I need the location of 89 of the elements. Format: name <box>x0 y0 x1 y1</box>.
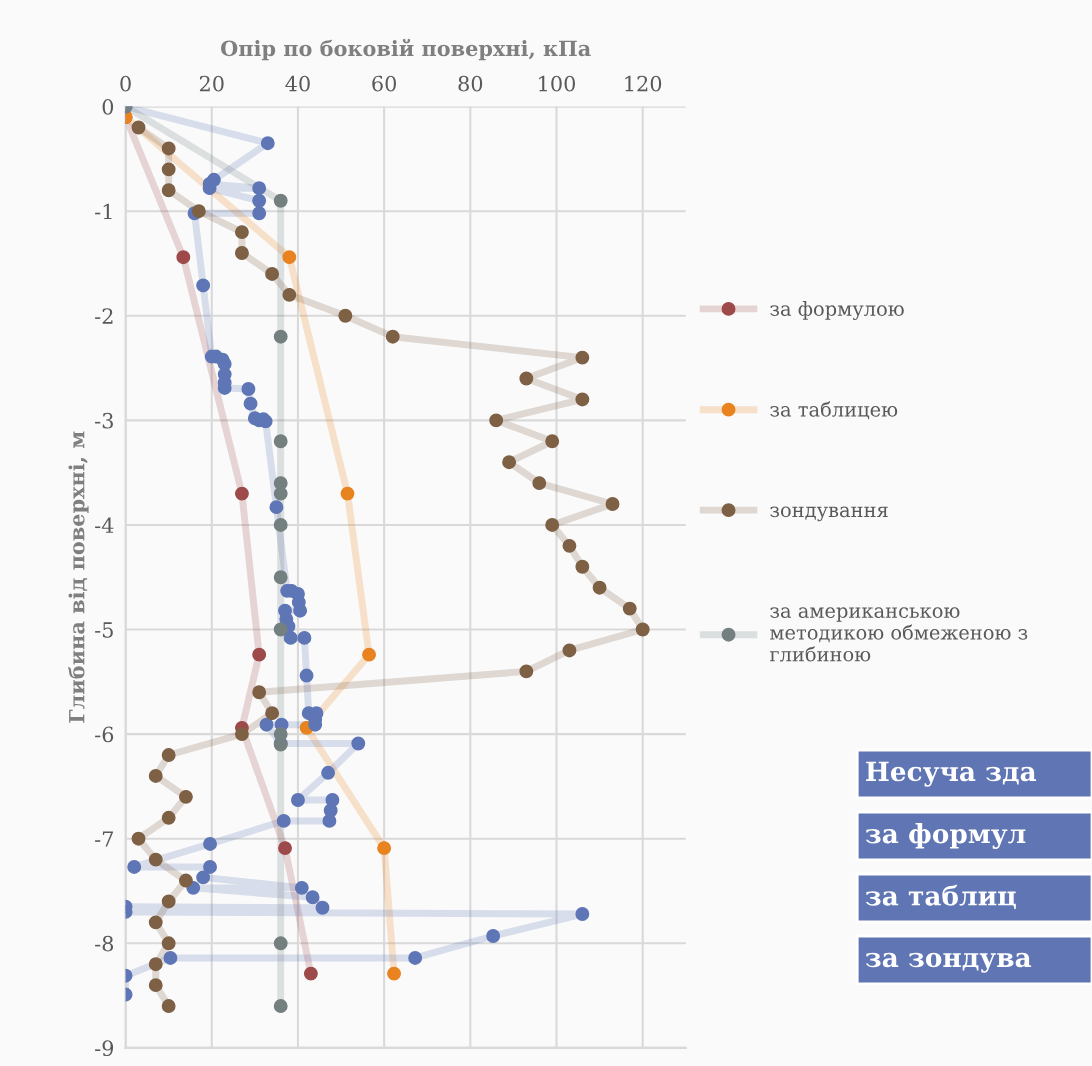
legend-label: за таблицею <box>770 401 898 420</box>
point <box>176 250 191 265</box>
point <box>273 486 288 501</box>
point <box>234 486 249 501</box>
point <box>265 706 280 721</box>
point <box>273 329 288 344</box>
point <box>635 622 650 637</box>
point <box>191 204 206 219</box>
point <box>273 518 288 532</box>
point <box>575 559 590 574</box>
point <box>273 622 288 637</box>
text: за формул <box>865 823 1026 849</box>
point <box>148 915 163 930</box>
y-tick-label: -6 <box>95 726 114 743</box>
point <box>340 486 355 501</box>
point <box>545 434 560 449</box>
point <box>148 957 163 972</box>
legend-label: за американською методикою обмеженою з глибиною <box>769 607 1028 662</box>
point <box>532 476 547 491</box>
point <box>252 647 267 662</box>
point <box>575 392 590 407</box>
x-tick-label: 120 <box>625 75 662 92</box>
point <box>385 329 400 344</box>
point <box>562 643 577 658</box>
legend-label: за формулою <box>770 300 904 321</box>
point <box>489 413 504 428</box>
point <box>131 120 146 135</box>
y-tick-label: -9 <box>95 1040 114 1057</box>
point <box>234 727 249 742</box>
point <box>303 966 318 981</box>
point <box>148 852 163 867</box>
point <box>502 455 517 470</box>
y-tick-label: 0 <box>102 99 114 115</box>
point <box>362 647 376 662</box>
point <box>161 999 176 1013</box>
point <box>148 769 163 783</box>
y-tick-label: -5 <box>95 622 113 638</box>
y-tick-label: -7 <box>95 831 113 847</box>
point <box>273 434 288 449</box>
point <box>252 685 267 700</box>
point <box>148 978 163 993</box>
point <box>545 518 560 532</box>
text: за таблиц <box>865 884 1016 909</box>
point <box>273 936 288 951</box>
point <box>178 789 193 804</box>
point <box>161 894 176 909</box>
point <box>234 246 249 260</box>
point <box>519 664 534 679</box>
text: Несуча зда <box>866 761 1037 787</box>
point <box>161 162 176 177</box>
point <box>161 141 176 156</box>
point <box>273 999 288 1013</box>
x-tick-label: 60 <box>372 75 396 92</box>
point <box>387 966 401 981</box>
point <box>273 570 288 585</box>
point <box>178 873 193 888</box>
point <box>562 538 577 553</box>
chart-title: Опір по боковій поверхні, кПа <box>221 38 591 61</box>
legend-label: зондування <box>770 506 888 522</box>
x-tick-label: 100 <box>539 75 575 92</box>
point <box>282 250 297 265</box>
point <box>377 841 392 856</box>
y-tick-label: -2 <box>95 308 113 324</box>
point <box>161 183 176 198</box>
x-tick-label: 20 <box>199 75 224 92</box>
y-tick-label: -3 <box>95 412 113 429</box>
y-tick-label: -1 <box>95 203 112 220</box>
point <box>161 748 176 762</box>
point <box>338 308 353 323</box>
text: за зондува <box>865 952 1032 973</box>
point <box>519 371 534 386</box>
point <box>622 601 637 616</box>
point <box>575 350 590 365</box>
point <box>161 936 176 951</box>
point <box>278 841 292 856</box>
point <box>161 810 176 825</box>
point <box>234 225 249 240</box>
point <box>265 266 280 281</box>
y-axis-title: Глибина від поверхні, м <box>68 431 89 723</box>
point <box>131 831 146 846</box>
x-tick-label: 40 <box>285 75 310 92</box>
point <box>273 193 288 208</box>
point <box>592 580 607 595</box>
point <box>282 287 297 302</box>
y-tick-label: -4 <box>95 517 114 533</box>
x-tick-label: 80 <box>458 75 483 92</box>
point <box>605 497 620 511</box>
x-tick-label: 0 <box>120 75 131 92</box>
y-tick-label: -8 <box>95 935 114 952</box>
